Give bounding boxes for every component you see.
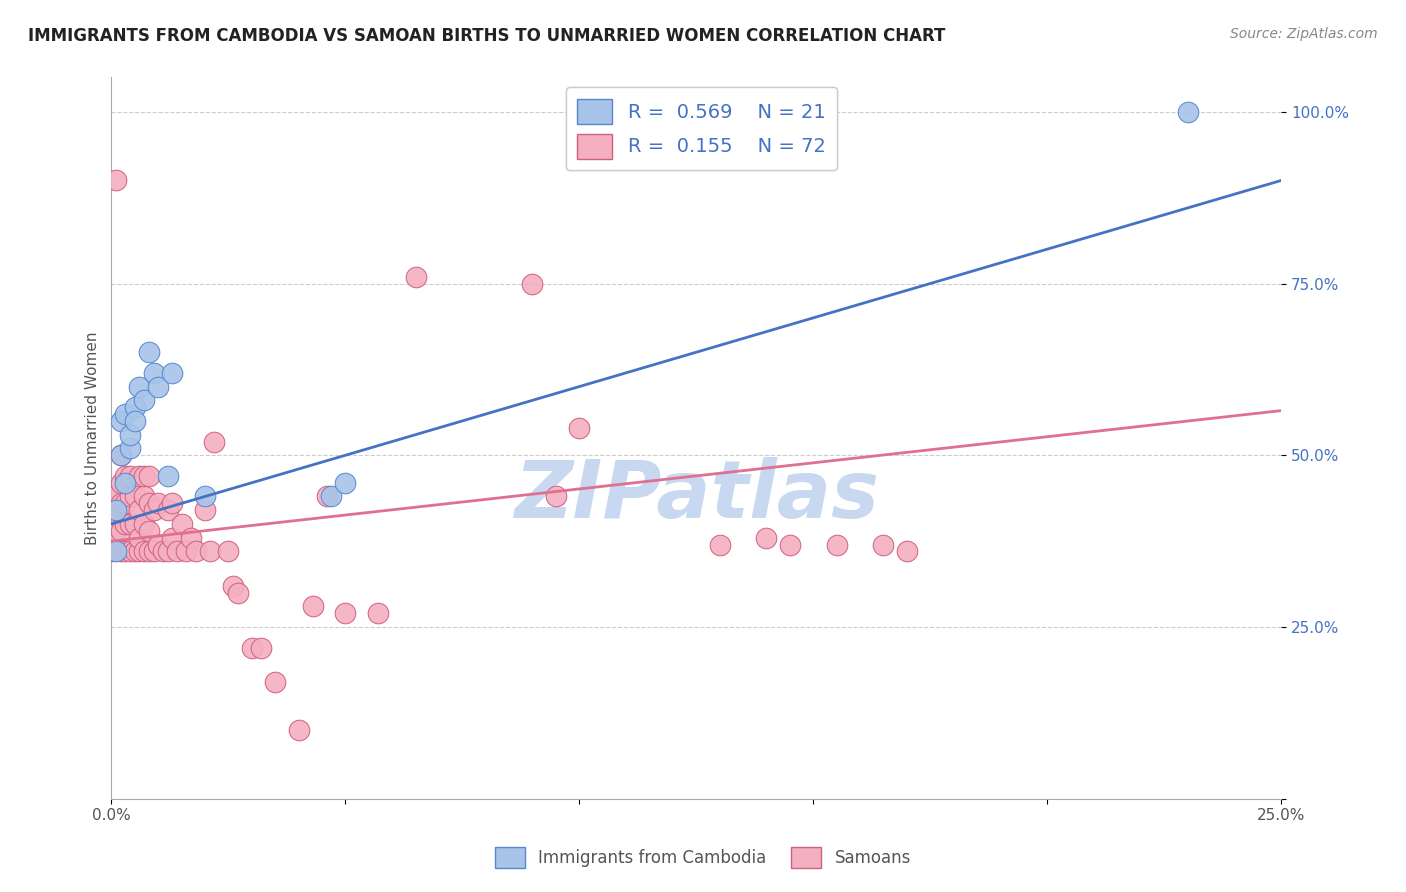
Point [148,379,170,393]
Point [100,544,122,558]
Point [124,400,146,414]
Point [110,544,132,558]
Point [110,524,132,538]
Y-axis label: Births to Unmarried Women: Births to Unmarried Women [86,331,100,545]
Point [568,421,591,435]
Point [166,544,188,558]
Point [134,544,156,558]
Point [335,607,357,621]
Point [134,516,156,531]
Point [128,469,150,483]
Point [110,475,132,490]
Point [180,531,202,545]
Point [160,531,183,545]
Point [544,490,567,504]
Point [114,407,136,421]
Point [128,503,150,517]
Point [128,531,150,545]
Point [120,516,142,531]
Point [110,448,132,462]
Point [120,490,142,504]
Point [872,538,894,552]
Point [194,503,217,517]
Point [128,544,150,558]
Point [124,516,146,531]
Point [105,490,128,504]
Point [779,538,801,552]
Point [110,496,132,510]
Point [156,544,179,558]
Point [105,544,128,558]
Point [120,544,142,558]
Point [105,503,128,517]
Point [522,277,544,291]
Point [896,544,918,558]
Point [367,607,389,621]
Point [142,544,165,558]
Point [184,544,207,558]
Point [134,469,156,483]
Point [194,490,217,504]
Point [114,516,136,531]
Point [120,442,142,456]
Point [301,599,323,614]
Point [202,434,225,449]
Point [250,640,273,655]
Point [114,469,136,483]
Point [240,640,263,655]
Point [825,538,848,552]
Point [321,490,343,504]
Point [160,496,183,510]
Point [1177,104,1199,119]
Text: Source: ZipAtlas.com: Source: ZipAtlas.com [1230,27,1378,41]
Point [335,475,357,490]
Point [124,490,146,504]
Point [138,524,160,538]
Legend: Immigrants from Cambodia, Samoans: Immigrants from Cambodia, Samoans [488,840,918,875]
Point [110,448,132,462]
Point [114,475,136,490]
Point [170,516,193,531]
Point [105,503,128,517]
Point [315,490,337,504]
Point [142,366,165,380]
Point [134,490,156,504]
Point [709,538,731,552]
Legend: R =  0.569    N = 21, R =  0.155    N = 72: R = 0.569 N = 21, R = 0.155 N = 72 [565,87,838,170]
Point [120,427,142,442]
Point [128,379,150,393]
Point [142,503,165,517]
Point [160,366,183,380]
Text: ZIPatlas: ZIPatlas [513,457,879,535]
Point [124,544,146,558]
Text: IMMIGRANTS FROM CAMBODIA VS SAMOAN BIRTHS TO UNMARRIED WOMEN CORRELATION CHART: IMMIGRANTS FROM CAMBODIA VS SAMOAN BIRTH… [28,27,945,45]
Point [156,503,179,517]
Point [264,675,287,690]
Point [405,269,427,284]
Point [138,469,160,483]
Point [120,469,142,483]
Point [105,524,128,538]
Point [152,544,174,558]
Point [217,544,239,558]
Point [138,345,160,359]
Point [124,414,146,428]
Point [105,538,128,552]
Point [198,544,221,558]
Point [755,531,778,545]
Point [174,544,197,558]
Point [156,469,179,483]
Point [114,544,136,558]
Point [222,579,245,593]
Point [138,496,160,510]
Point [110,414,132,428]
Point [138,544,160,558]
Point [226,585,249,599]
Point [287,723,309,737]
Point [148,496,170,510]
Point [105,173,128,187]
Point [148,538,170,552]
Point [134,393,156,408]
Point [114,496,136,510]
